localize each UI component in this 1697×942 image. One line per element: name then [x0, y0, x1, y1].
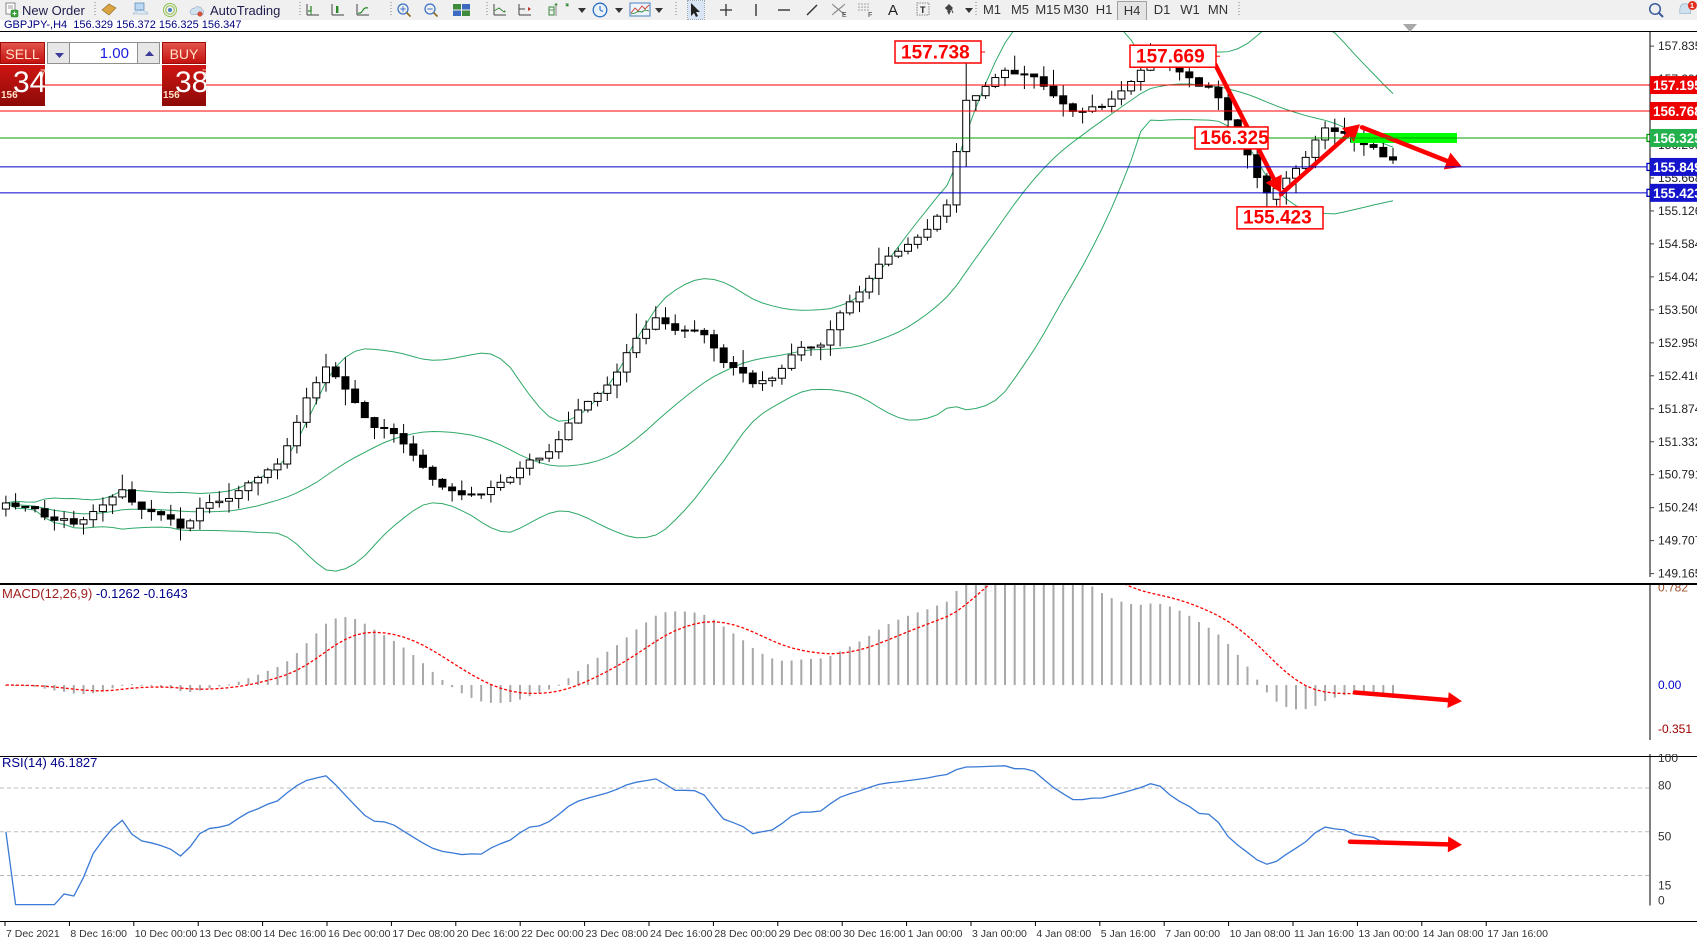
svg-text:1 Jan 00:00: 1 Jan 00:00: [908, 928, 963, 940]
svg-text:151.332: 151.332: [1658, 435, 1697, 449]
svg-text:23 Dec 08:00: 23 Dec 08:00: [586, 928, 649, 940]
svg-text:156.325: 156.325: [1200, 128, 1269, 149]
svg-text:15: 15: [1658, 878, 1672, 892]
svg-text:0.00: 0.00: [1658, 678, 1682, 692]
svg-text:20 Dec 16:00: 20 Dec 16:00: [457, 928, 520, 940]
svg-text:156.768: 156.768: [1653, 104, 1697, 119]
svg-text:22 Dec 00:00: 22 Dec 00:00: [521, 928, 584, 940]
svg-text:0.782: 0.782: [1658, 585, 1688, 595]
svg-text:14 Dec 16:00: 14 Dec 16:00: [264, 928, 327, 940]
svg-text:154.584: 154.584: [1658, 237, 1697, 251]
svg-text:50: 50: [1658, 830, 1672, 844]
svg-text:28 Dec 00:00: 28 Dec 00:00: [714, 928, 777, 940]
svg-text:30 Dec 16:00: 30 Dec 16:00: [843, 928, 906, 940]
svg-text:3 Jan 00:00: 3 Jan 00:00: [972, 928, 1027, 940]
svg-text:13 Dec 08:00: 13 Dec 08:00: [199, 928, 262, 940]
svg-text:7 Jan 00:00: 7 Jan 00:00: [1165, 928, 1220, 940]
svg-text:155.423: 155.423: [1243, 207, 1312, 228]
svg-text:153.500: 153.500: [1658, 303, 1697, 317]
svg-text:29 Dec 08:00: 29 Dec 08:00: [779, 928, 842, 940]
svg-text:149.707: 149.707: [1658, 534, 1697, 548]
svg-text:152.958: 152.958: [1658, 336, 1697, 350]
svg-text:152.416: 152.416: [1658, 369, 1697, 383]
svg-text:17 Dec 08:00: 17 Dec 08:00: [392, 928, 455, 940]
svg-text:14 Jan 08:00: 14 Jan 08:00: [1423, 928, 1484, 940]
svg-text:149.165: 149.165: [1658, 567, 1697, 581]
svg-text:8 Dec 16:00: 8 Dec 16:00: [70, 928, 127, 940]
svg-text:16 Dec 00:00: 16 Dec 00:00: [328, 928, 391, 940]
svg-text:150.249: 150.249: [1658, 501, 1697, 515]
svg-text:151.874: 151.874: [1658, 402, 1697, 416]
svg-text:80: 80: [1658, 779, 1672, 793]
svg-text:13 Jan 00:00: 13 Jan 00:00: [1358, 928, 1419, 940]
svg-text:100: 100: [1658, 754, 1678, 765]
svg-text:155.126: 155.126: [1658, 204, 1697, 218]
svg-text:17 Jan 16:00: 17 Jan 16:00: [1487, 928, 1548, 940]
svg-text:157.195: 157.195: [1653, 78, 1697, 93]
svg-text:E: E: [842, 12, 847, 19]
svg-text:155.849: 155.849: [1653, 160, 1697, 175]
svg-text:150.791: 150.791: [1658, 468, 1697, 482]
svg-text:24 Dec 16:00: 24 Dec 16:00: [650, 928, 713, 940]
svg-text:156.325: 156.325: [1653, 131, 1697, 146]
svg-text:155.423: 155.423: [1653, 186, 1697, 201]
svg-text:5 Jan 16:00: 5 Jan 16:00: [1101, 928, 1156, 940]
svg-text:0: 0: [1658, 893, 1665, 907]
svg-text:157.835: 157.835: [1658, 39, 1697, 53]
svg-text:10 Jan 08:00: 10 Jan 08:00: [1230, 928, 1291, 940]
svg-text:11 Jan 16:00: 11 Jan 16:00: [1294, 928, 1354, 940]
svg-text:154.042: 154.042: [1658, 270, 1697, 284]
svg-text:4 Jan 08:00: 4 Jan 08:00: [1036, 928, 1091, 940]
svg-text:7 Dec 2021: 7 Dec 2021: [6, 928, 60, 940]
svg-text:157.669: 157.669: [1136, 47, 1205, 68]
svg-text:10 Dec 00:00: 10 Dec 00:00: [135, 928, 198, 940]
svg-text:-0.351: -0.351: [1658, 722, 1692, 736]
svg-text:1: 1: [1690, 1, 1694, 10]
svg-text:F: F: [868, 12, 872, 19]
svg-text:157.738: 157.738: [901, 43, 970, 64]
svg-text:T: T: [920, 5, 926, 15]
